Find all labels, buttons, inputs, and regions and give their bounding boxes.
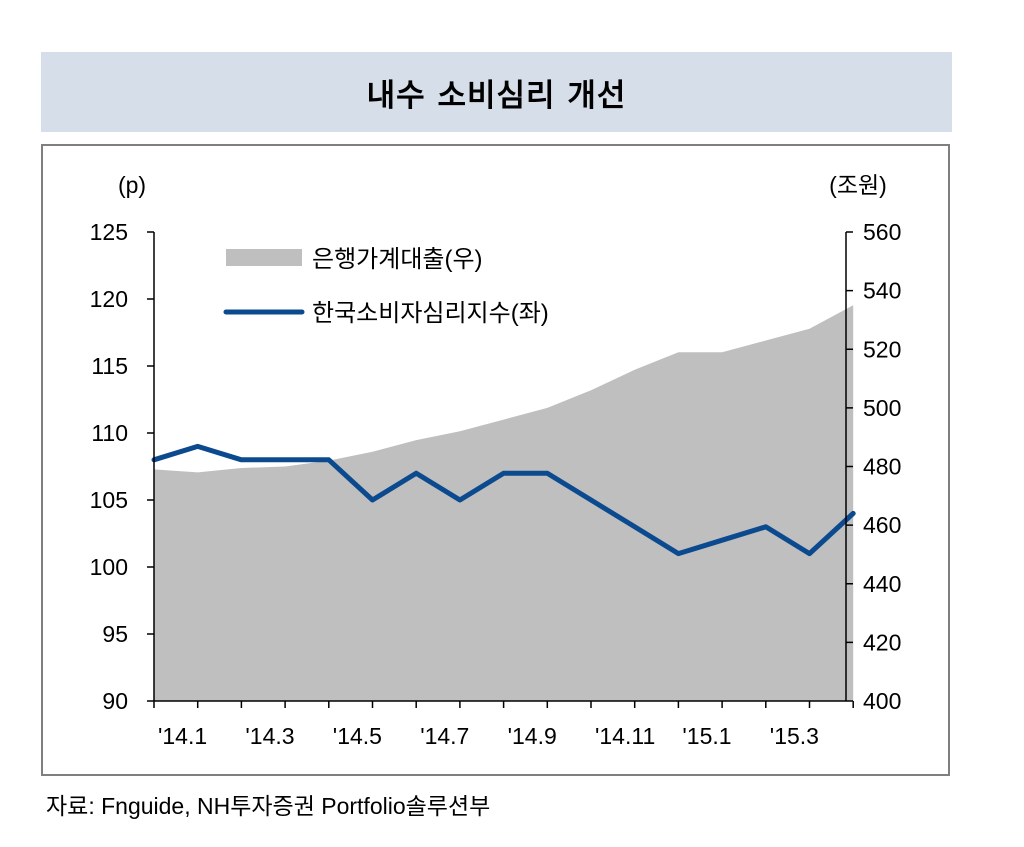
left-tick-label: 100 (90, 554, 128, 580)
area-layer (154, 305, 854, 701)
right-tick-label: 540 (863, 278, 901, 304)
area-series-bank-household-loans (154, 305, 854, 701)
legend-swatch-area (226, 249, 302, 266)
left-tick-label: 115 (91, 353, 128, 379)
legend-label-area: 은행가계대출(우) (312, 246, 483, 273)
right-tick-label: 480 (863, 454, 901, 480)
x-tick-label: '14.9 (508, 723, 557, 749)
left-tick-label: 110 (91, 420, 128, 446)
line-layer (151, 443, 856, 557)
x-tick-label: '14.3 (245, 723, 294, 749)
right-tick-label: 520 (863, 336, 901, 362)
x-tick-label: '14.7 (420, 723, 469, 749)
left-tick-label: 95 (102, 621, 128, 647)
right-tick-label: 500 (863, 395, 901, 421)
right-axis-unit: (조원) (829, 172, 887, 198)
chart-frame (41, 144, 950, 776)
chart-title-bar: 내수 소비심리 개선 (41, 52, 952, 132)
legend: 은행가계대출(우) 한국소비자심리지수(좌) (223, 246, 549, 327)
source-note: 자료: Fnguide, NH투자증권 Portfolio솔루션부 (46, 793, 491, 819)
line-series-consumer-sentiment (151, 443, 856, 557)
x-tick-label: '15.3 (770, 723, 819, 749)
left-tick-label: 125 (90, 219, 128, 245)
left-axis-unit: (p) (118, 172, 146, 198)
right-tick-label: 420 (863, 629, 901, 655)
left-tick-label: 120 (90, 286, 128, 312)
x-tick-label: '14.5 (333, 723, 382, 749)
legend-label-line: 한국소비자심리지수(좌) (312, 300, 549, 327)
x-tick-label: '14.11 (595, 723, 655, 749)
left-tick-label: 105 (90, 487, 128, 513)
left-tick-label: 90 (102, 688, 128, 714)
right-tick-label: 440 (863, 571, 901, 597)
right-tick-label: 460 (863, 512, 901, 538)
x-tick-label: '15.1 (682, 723, 731, 749)
axes-layer: 125 120 115 110 105 100 95 90 560 540 520 500 480 460… (90, 172, 902, 749)
chart-title: 내수 소비심리 개선 (366, 77, 627, 114)
x-tick-label: '14.1 (158, 723, 207, 749)
right-tick-label: 560 (863, 219, 901, 245)
right-tick-label: 400 (863, 688, 901, 714)
